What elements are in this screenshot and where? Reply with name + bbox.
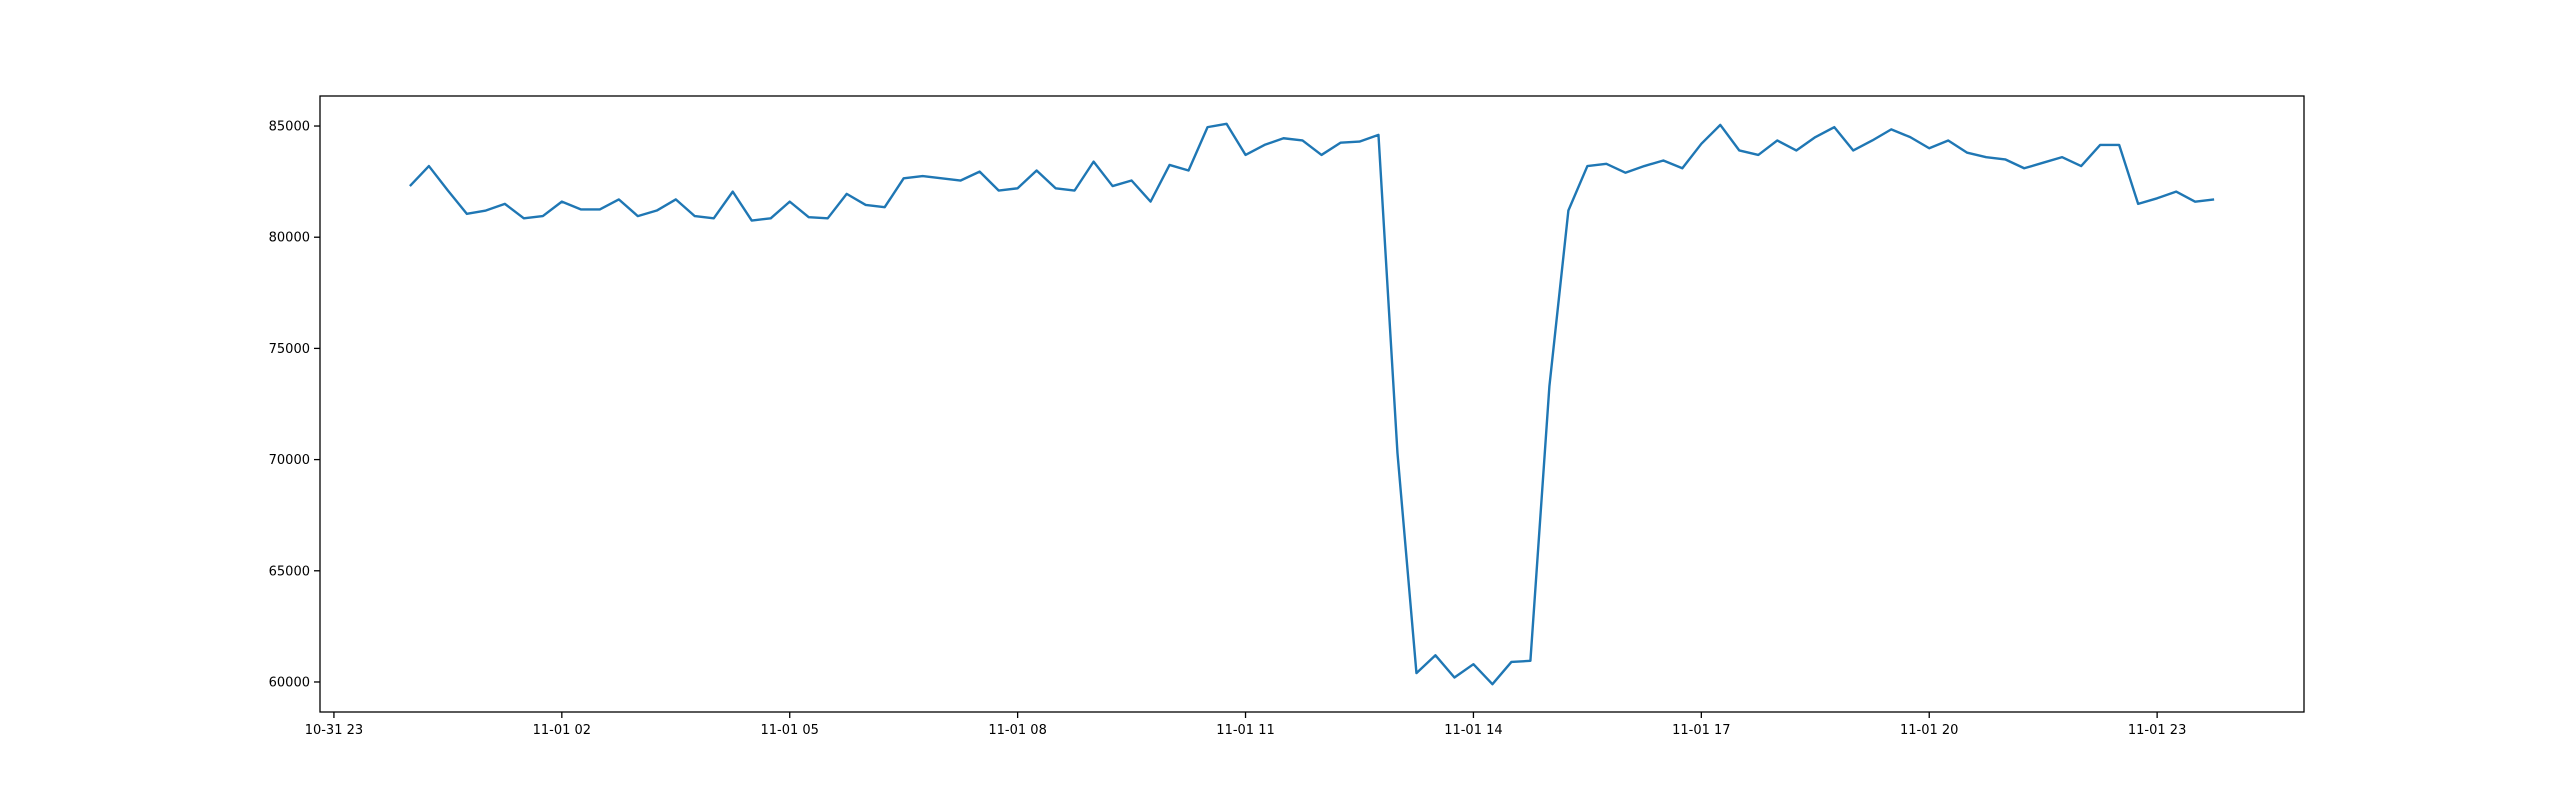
plot-frame <box>319 95 2305 713</box>
y-tick-label: 60000 <box>269 675 310 690</box>
x-tick-label: 11-01 08 <box>988 723 1046 738</box>
y-tick-label: 65000 <box>269 564 310 579</box>
x-tick-label: 11-01 11 <box>1216 723 1274 738</box>
data-line <box>409 122 2215 686</box>
x-tick-label: 11-01 14 <box>1444 723 1502 738</box>
x-tick-label: 10-31 23 <box>305 723 363 738</box>
x-tick-label: 11-01 20 <box>1900 723 1958 738</box>
y-tick-label: 80000 <box>269 231 310 246</box>
x-tick-label: 11-01 05 <box>761 723 819 738</box>
y-tick-label: 85000 <box>269 120 310 135</box>
x-tick-label: 11-01 02 <box>533 723 591 738</box>
y-tick-label: 75000 <box>269 342 310 357</box>
x-tick-label: 11-01 17 <box>1672 723 1730 738</box>
x-tick-label: 11-01 23 <box>2128 723 2186 738</box>
y-tick-label: 70000 <box>269 453 310 468</box>
